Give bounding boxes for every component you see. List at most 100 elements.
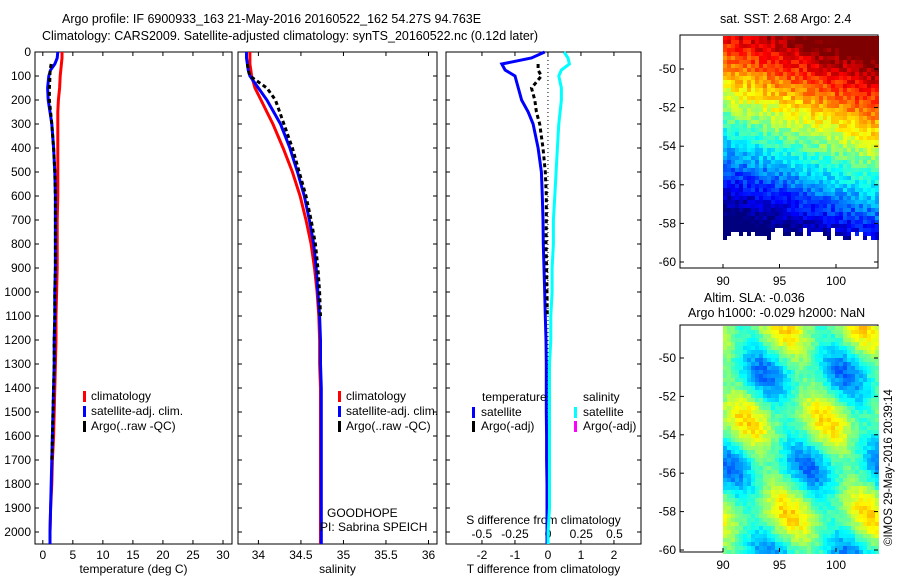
map-cell (767, 80, 771, 84)
map-cell (851, 116, 855, 120)
map-cell (839, 430, 843, 434)
map-cell (775, 514, 779, 518)
map-cell (767, 120, 771, 124)
map-cell (867, 172, 871, 176)
map-cell (803, 438, 807, 442)
map-cell (739, 538, 743, 542)
map-cell (843, 510, 847, 514)
map-cell (739, 334, 743, 338)
legend-header-temperature: temperature (482, 390, 547, 404)
map-cell (831, 490, 835, 494)
map-cell (815, 454, 819, 458)
map-cell (831, 104, 835, 108)
map-cell (739, 132, 743, 136)
map-cell (839, 96, 843, 100)
map-cell (771, 438, 775, 442)
map-cell (811, 176, 815, 180)
map-cell (787, 486, 791, 490)
map-cell (851, 406, 855, 410)
map-cell (867, 96, 871, 100)
map-cell (723, 232, 727, 236)
map-cell (743, 56, 747, 60)
map-cell (755, 88, 759, 92)
map-cell (875, 386, 879, 390)
map-cell (735, 430, 739, 434)
map-cell (775, 526, 779, 530)
map-cell (803, 526, 807, 530)
map-cell (803, 342, 807, 346)
map-cell (783, 402, 787, 406)
map-cell (859, 442, 863, 446)
map-cell (775, 132, 779, 136)
map-cell (763, 526, 767, 530)
map-cell (807, 40, 811, 44)
map-cell (739, 330, 743, 334)
map-cell (835, 216, 839, 220)
map-cell (819, 40, 823, 44)
map-cell (855, 458, 859, 462)
map-cell (731, 108, 735, 112)
map-cell (799, 52, 803, 56)
map-cell (839, 354, 843, 358)
map-cell (755, 530, 759, 534)
map-cell (839, 188, 843, 192)
map-cell (723, 124, 727, 128)
map-cell (819, 188, 823, 192)
map-cell (851, 490, 855, 494)
map-cell (871, 542, 875, 546)
map-cell (839, 350, 843, 354)
map-cell (739, 44, 743, 48)
map-cell (739, 466, 743, 470)
map-cell (831, 152, 835, 156)
map-cell (747, 72, 751, 76)
map-cell (835, 128, 839, 132)
map-cell (795, 446, 799, 450)
map-cell (859, 224, 863, 228)
map-cell (799, 64, 803, 68)
map-cell (831, 386, 835, 390)
map-cell (763, 506, 767, 510)
map-cell (827, 204, 831, 208)
map-cell (807, 542, 811, 546)
map-cell (791, 538, 795, 542)
map-cell (799, 450, 803, 454)
map-cell (827, 76, 831, 80)
map-cell (735, 370, 739, 374)
map-cell (727, 418, 731, 422)
map-cell (835, 84, 839, 88)
map-cell (759, 184, 763, 188)
map-cell (811, 76, 815, 80)
y-tick-label: 1500 (4, 405, 31, 419)
map-cell (759, 514, 763, 518)
map-cell (859, 542, 863, 546)
map-cell (843, 224, 847, 228)
map-cell (759, 390, 763, 394)
x-tick-label: 90 (716, 274, 730, 288)
map-cell (787, 88, 791, 92)
map-cell (867, 378, 871, 382)
map-cell (723, 390, 727, 394)
map-cell (779, 542, 783, 546)
map-cell (855, 422, 859, 426)
map-cell (867, 44, 871, 48)
map-cell (727, 490, 731, 494)
map-cell (735, 426, 739, 430)
map-cell (807, 358, 811, 362)
map-cell (735, 208, 739, 212)
map-cell (791, 414, 795, 418)
map-cell (743, 538, 747, 542)
map-cell (839, 502, 843, 506)
map-cell (731, 224, 735, 228)
map-cell (875, 176, 879, 180)
map-cell (731, 116, 735, 120)
map-cell (871, 48, 875, 52)
map-cell (799, 478, 803, 482)
map-cell (755, 510, 759, 514)
map-cell (759, 100, 763, 104)
map-cell (871, 200, 875, 204)
map-cell (831, 534, 835, 538)
map-cell (791, 354, 795, 358)
map-cell (855, 140, 859, 144)
map-cell (743, 402, 747, 406)
map-cell (863, 354, 867, 358)
